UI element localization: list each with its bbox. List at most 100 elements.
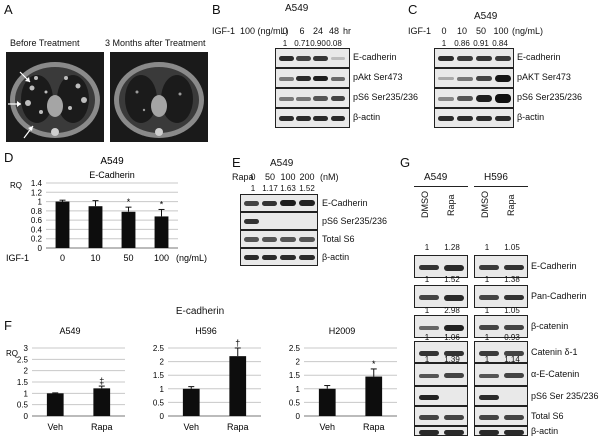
x-tick-label: 10 [90,253,100,263]
y-tick-label: 0 [24,412,29,421]
panel-e-quant: 1.17 [262,184,278,193]
blot-g-lane-group [474,315,528,338]
panel-g-quant: 1 [484,333,490,342]
chart-title: A549 [100,156,124,167]
panel-c-quant: 0.84 [492,39,508,48]
blot-g-lane-group [414,341,468,363]
x-tick-label: Veh [183,422,199,432]
panel-g-quant: 1.05 [504,243,520,252]
lane-label: DMSO [420,191,430,218]
chart-subtitle: E-Cadherin [89,170,135,180]
panel-c-quant: 0.86 [454,39,470,48]
chart-title: A549 [59,326,80,336]
blot-b-pakt [275,68,350,88]
y-tick-label: 2.5 [289,344,301,353]
panel-e-row-label: β-actin [322,252,350,262]
blot-e-beta-actin [240,248,318,266]
x-tick-label: 50 [123,253,133,263]
panel-c-row-label: E-cadherin [517,52,561,62]
panel-e-row-label: Total S6 [322,234,355,244]
y-tick-label: 2 [160,358,165,367]
panel-c-conc: 50 [475,26,486,36]
panel-g-quant: 0.93 [504,333,520,342]
y-tick-label: 0.5 [289,398,301,407]
panel-b-row-label: pS6 Ser235/236 [353,92,419,102]
panel-g-quant: 1.14 [504,355,520,364]
panel-e-conc: 100 [280,172,296,182]
blot-g-lane-group [474,341,528,363]
group-underline [474,186,528,187]
y-tick-label: 0.4 [31,225,43,234]
blot-g-lane-group [414,363,468,386]
panel-g-row-label: pS6 Ser 235/236 [531,390,599,401]
bar [318,388,336,416]
panel-b-row-label: β-actin [353,112,381,122]
panel-f-h596-chart: H596 0 0.5 1 1.5 2 2.5 Veh † Rapa [153,326,261,432]
panel-c-conc: 0 [441,26,447,36]
bar [46,393,64,416]
blot-g-lane-group [474,363,528,386]
panel-b-time-unit: hr [343,26,352,36]
y-tick-label: 2.5 [17,355,29,364]
y-tick-label: 2 [296,358,301,367]
blot-c-e-cadherin [434,48,514,68]
bar [55,201,70,248]
panel-f-letter: F [4,318,12,333]
blot-b-beta-actin [275,108,350,128]
x-tick-label: Rapa [363,422,385,432]
blot-c-pakt [434,68,514,88]
bar [121,211,136,248]
panel-g-quant: 1.52 [444,275,460,284]
panel-c-conc: 10 [456,26,467,36]
panel-c-treatment: IGF-1 [408,26,432,36]
panel-g-quant: 1 [484,243,490,252]
x-tick-label: 0 [60,253,65,263]
x-tick-label: Veh [319,422,335,432]
panel-c-letter: C [408,2,418,17]
panel-b-time: 24 [312,26,323,36]
panel-g-quant: 1 [424,355,430,364]
panel-f-title: E-cadherin [175,306,225,317]
panel-g-quant: 1.38 [504,275,520,284]
y-axis-label: RQ [10,181,22,190]
panel-g-quant: 1 [424,275,430,284]
panel-g-row-label: β-actin [531,426,559,436]
blot-g-lane-group [414,426,468,436]
panel-b-treatment: IGF-1 [212,26,236,36]
bar [93,388,111,416]
panel-b-quant: 0.71 [294,39,310,48]
panel-b-treatment-conc: 100 (ng/mL) [240,26,289,36]
panel-b-cell-line: A549 [285,3,309,14]
panel-g-quant: 1.05 [504,306,520,315]
y-tick-label: 0 [160,412,165,421]
bar [154,216,169,248]
significance-marker: * [372,359,376,369]
x-tick-label: Rapa [227,422,249,432]
significance-marker: † [235,338,240,348]
x-tick-label: Rapa [91,422,113,432]
lane-label: Rapa [446,194,456,216]
chart-title: H596 [195,326,217,336]
panel-c-row-label: β-actin [517,112,545,122]
panel-e-cell-line: A549 [270,158,294,169]
panel-g-group: A549 [424,172,448,183]
panel-g-quant: 1.28 [444,243,460,252]
y-tick-label: 3 [24,344,29,353]
y-tick-label: 0.6 [31,216,43,225]
panel-c-unit: (ng/mL) [512,26,544,36]
panel-e-conc: 200 [299,172,315,182]
ct-scan-before-image [6,52,104,142]
blot-c-ps6 [434,88,514,108]
panel-g-row-label: Total S6 [531,410,564,421]
panel-b-quant: 0.90 [310,39,326,48]
blot-c-beta-actin [434,108,514,128]
panel-b-time: 0 [282,26,288,36]
panel-g-row-label: Pan-Cadherin [531,291,587,301]
chart-title: H2009 [329,326,356,336]
y-tick-label: 0.8 [31,207,43,216]
blot-g-lane-group [414,406,468,426]
panel-c-row-label: pS6 Ser235/236 [517,92,583,102]
panel-f-a549-chart: A549 RQ 0 0.5 1 1.5 2 2.5 3 Veh ‡ Rapa [6,326,125,432]
panel-b-time: 48 [328,26,339,36]
y-tick-label: 1 [160,385,165,394]
